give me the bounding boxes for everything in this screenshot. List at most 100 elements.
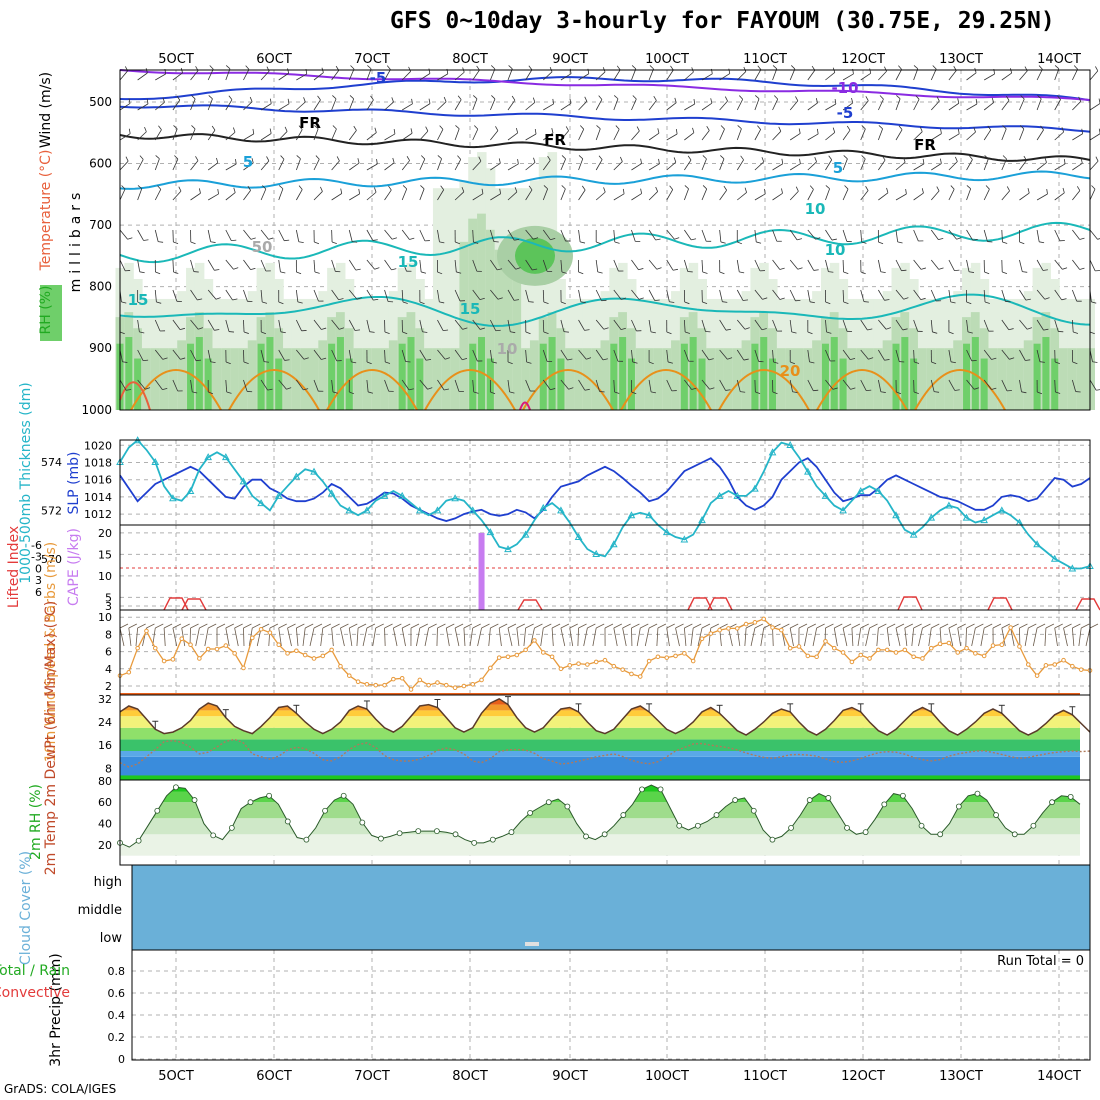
wind10-barb (498, 627, 502, 647)
wind-barb-flag (692, 127, 695, 133)
wind-barb (666, 289, 670, 302)
wind-barb (313, 349, 322, 360)
wind-barb (701, 73, 713, 81)
wind-barb-flag (1008, 328, 1014, 331)
wind-barb (366, 99, 374, 111)
wind-barb-flag (552, 98, 555, 104)
p1-rh-dark (125, 337, 133, 410)
wind-barb (419, 379, 428, 390)
rh-point (322, 807, 328, 814)
wind-barb (207, 129, 216, 141)
temp-mask (120, 695, 1090, 735)
wind-barb-flag (1055, 391, 1061, 394)
wind-barb (701, 229, 707, 242)
wind-barb (243, 133, 254, 141)
wind-barb (860, 190, 869, 201)
wind10-point (990, 643, 996, 648)
wind10-barb (416, 627, 421, 647)
wind-barb (948, 349, 952, 362)
wind10-point (823, 638, 828, 644)
wind-barb-flag (720, 125, 725, 130)
wind-barb (454, 71, 465, 81)
p2-thk-point (539, 503, 548, 511)
wind-barb (296, 379, 304, 391)
wind-barb (877, 128, 883, 141)
wind-barb-flag (209, 65, 214, 70)
wind-barb-flag (578, 155, 584, 160)
wind-barb (807, 259, 815, 271)
wind-barb-flag (158, 241, 164, 243)
wind-barb-flag (869, 68, 872, 74)
wind10-barb-flag (781, 623, 790, 629)
wind-barb-flag (385, 361, 391, 364)
p1-rh-dark (407, 337, 415, 410)
wind-barb-flag (1072, 361, 1078, 365)
rh-point (694, 822, 701, 829)
p1-rh-mid (353, 348, 364, 410)
wind10-barb (842, 627, 848, 647)
p3-rtick-3: 5 (105, 591, 112, 604)
rh-point (676, 822, 683, 829)
wind-barb (507, 379, 510, 392)
wind-barb (948, 229, 957, 240)
wind-barb-flag (846, 125, 851, 131)
wind-barb-flag (744, 187, 747, 193)
wind-barb (313, 159, 320, 171)
p3-ltick-1: -3 (31, 551, 42, 564)
wind-barb (295, 229, 300, 242)
wind10-barb-flag (155, 623, 164, 629)
wind10-barb-flag (234, 623, 243, 629)
wind-barb (1072, 162, 1083, 171)
wind-barb-flag (727, 357, 733, 360)
wind-barb (366, 379, 369, 392)
wind10-barb (488, 627, 491, 647)
wind-barb (472, 160, 482, 171)
wind10-barb-flag (296, 623, 305, 629)
p2-thk-point (204, 453, 213, 461)
wind-barb (295, 158, 301, 171)
wind-barb-flag (813, 389, 819, 392)
wind-barb (507, 191, 518, 201)
wind-barb (260, 229, 269, 240)
p1-rh-dark (548, 337, 556, 410)
p1-rh-light (529, 180, 540, 410)
wind-barb-flag (425, 126, 429, 132)
wind-barb-flag (797, 267, 803, 270)
p3-ltick-0: -6 (31, 539, 42, 552)
wind10-barb-flag (472, 623, 481, 629)
wind-barb-flag (528, 301, 534, 303)
wind10-barb-flag (375, 623, 384, 629)
wind-barb (807, 289, 811, 302)
p1-rh-mid (371, 348, 381, 410)
wind10-point (399, 675, 405, 681)
p2-thk-point (662, 528, 671, 536)
wind-barb (578, 229, 581, 242)
wind-barb-flag (725, 389, 731, 391)
rh-point (1011, 831, 1018, 838)
p2-thk-point (821, 491, 830, 499)
wind-barb (472, 98, 478, 111)
wind-barb-flag (865, 96, 869, 101)
wind-barb-flag (462, 327, 468, 330)
p1-rh-dark (1042, 337, 1050, 410)
wind-barb-flag (921, 188, 924, 194)
x-tick-top-2: 7OCT (354, 52, 390, 67)
wind-barb-flag (984, 271, 990, 275)
wind-barb (754, 193, 766, 201)
wind-barb (278, 259, 281, 272)
wind-barb-flag (525, 331, 531, 335)
wind10-barb-flag (569, 623, 578, 629)
wind-barb-flag (215, 297, 221, 300)
wind-barb-flag (480, 327, 486, 330)
wind-barb-flag (950, 185, 955, 190)
wind-barb-flag (457, 95, 462, 100)
rh-point (527, 810, 533, 816)
p2-thk-point (715, 491, 724, 499)
wind-barb-flag (778, 126, 782, 132)
wind-barb-flag (709, 387, 715, 390)
p1-rh-mid (380, 348, 390, 410)
wind-barb-flag (515, 267, 521, 270)
p2-thk-point (169, 494, 177, 502)
wind-barb-flag (702, 301, 708, 305)
wind-barb (454, 128, 460, 141)
